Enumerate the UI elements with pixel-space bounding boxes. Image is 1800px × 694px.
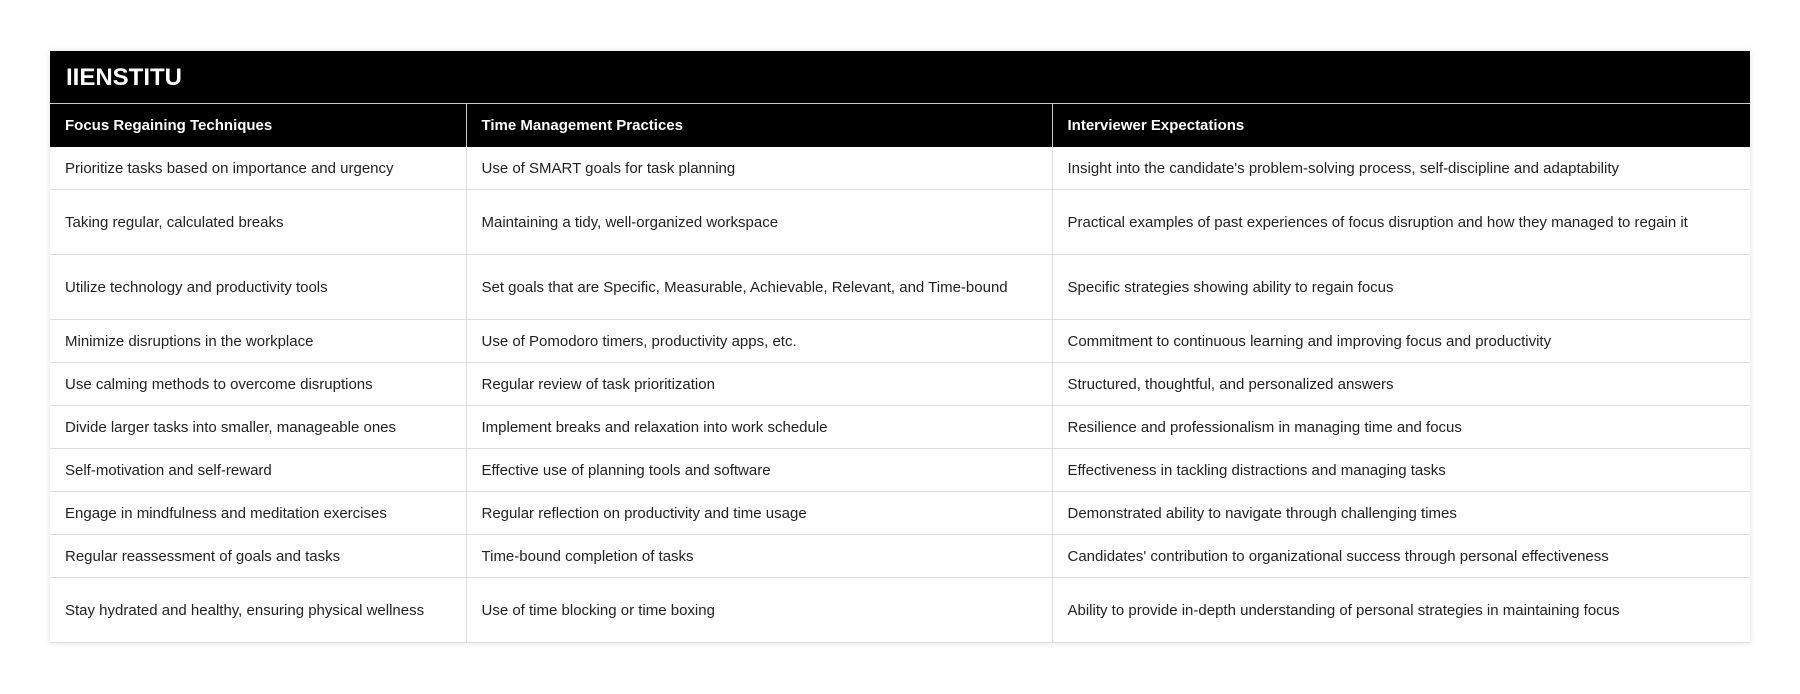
data-table: Focus Regaining Techniques Time Manageme… — [50, 104, 1750, 643]
table-row: Minimize disruptions in the workplace Use… — [50, 319, 1750, 363]
header-row: Focus Regaining Techniques Time Manageme… — [50, 104, 1750, 147]
table-cell: Use of Pomodoro timers, productivity app… — [466, 319, 1053, 363]
table-cell: Time-bound completion of tasks — [466, 534, 1053, 578]
table-cell: Effective use of planning tools and soft… — [466, 448, 1053, 492]
table-cell: Demonstrated ability to navigate through… — [1052, 491, 1750, 535]
table-cell: Regular reassessment of goals and tasks — [50, 534, 467, 578]
table-cell: Implement breaks and relaxation into wor… — [466, 405, 1053, 449]
table-row: Regular reassessment of goals and tasks T… — [50, 534, 1750, 578]
table-row: Self-motivation and self-reward Effective… — [50, 448, 1750, 492]
table-row: Stay hydrated and healthy, ensuring phys… — [50, 577, 1750, 643]
table-cell: Resilience and professionalism in managi… — [1052, 405, 1750, 449]
column-header: Focus Regaining Techniques — [50, 104, 467, 147]
table-title: IIENSTITU — [50, 51, 1750, 104]
table-cell: Specific strategies showing ability to r… — [1052, 254, 1750, 320]
table-row: Engage in mindfulness and meditation exe… — [50, 491, 1750, 535]
table-cell: Self-motivation and self-reward — [50, 448, 467, 492]
table-cell: Use calming methods to overcome disrupti… — [50, 362, 467, 406]
table-row: Utilize technology and productivity tool… — [50, 254, 1750, 320]
table-cell: Utilize technology and productivity tool… — [50, 254, 467, 320]
table-cell: Taking regular, calculated breaks — [50, 189, 467, 255]
table-cell: Regular reflection on productivity and t… — [466, 491, 1053, 535]
table-cell: Effectiveness in tackling distractions a… — [1052, 448, 1750, 492]
table-cell: Structured, thoughtful, and personalized… — [1052, 362, 1750, 406]
table-row: Divide larger tasks into smaller, manage… — [50, 405, 1750, 449]
table-cell: Candidates' contribution to organization… — [1052, 534, 1750, 578]
data-table-container: IIENSTITU Focus Regaining Techniques Tim… — [50, 51, 1750, 643]
table-cell: Use of SMART goals for task planning — [466, 147, 1053, 190]
table-cell: Commitment to continuous learning and im… — [1052, 319, 1750, 363]
table-cell: Regular review of task prioritization — [466, 362, 1053, 406]
table-row: Prioritize tasks based on importance and… — [50, 147, 1750, 190]
table-cell: Divide larger tasks into smaller, manage… — [50, 405, 467, 449]
table-cell: Prioritize tasks based on importance and… — [50, 147, 467, 190]
column-header: Time Management Practices — [466, 104, 1053, 147]
table-row: Use calming methods to overcome disrupti… — [50, 362, 1750, 406]
table-cell: Practical examples of past experiences o… — [1052, 189, 1750, 255]
table-cell: Maintaining a tidy, well-organized works… — [466, 189, 1053, 255]
table-cell: Stay hydrated and healthy, ensuring phys… — [50, 577, 467, 643]
table-cell: Engage in mindfulness and meditation exe… — [50, 491, 467, 535]
table-cell: Set goals that are Specific, Measurable,… — [466, 254, 1053, 320]
table-cell: Use of time blocking or time boxing — [466, 577, 1053, 643]
table-cell: Insight into the candidate's problem-sol… — [1052, 147, 1750, 190]
table-cell: Ability to provide in-depth understandin… — [1052, 577, 1750, 643]
table-row: Taking regular, calculated breaks Maintai… — [50, 189, 1750, 255]
column-header: Interviewer Expectations — [1052, 104, 1750, 147]
table-cell: Minimize disruptions in the workplace — [50, 319, 467, 363]
